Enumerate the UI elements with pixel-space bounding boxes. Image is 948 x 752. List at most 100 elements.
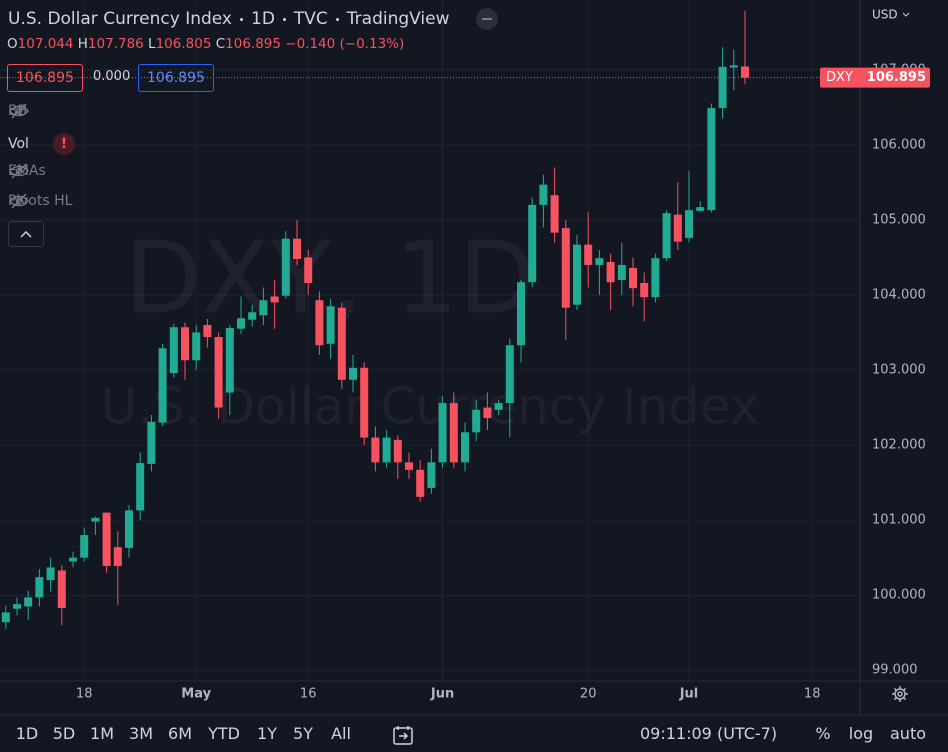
candle-body (304, 257, 313, 283)
change-value: −0.140 (−0.13%) (285, 36, 405, 52)
range-button[interactable]: 1Y (257, 724, 277, 743)
candle-body (214, 336, 223, 408)
watermark-name: U.S. Dollar Currency Index (101, 378, 760, 436)
x-tick-label: 18 (76, 687, 93, 702)
candle-body (181, 327, 189, 361)
x-tick-label: May (181, 687, 211, 702)
scale-option[interactable]: auto (889, 724, 927, 743)
candle-body (494, 403, 503, 410)
range-button[interactable]: 5D (52, 724, 76, 743)
candle-body (57, 570, 66, 608)
range-button[interactable]: 6M (168, 724, 192, 743)
chevron-icon (20, 230, 32, 238)
y-tick-label: 101.000 (872, 513, 926, 528)
candle-body (729, 65, 738, 68)
candle-body (617, 264, 626, 280)
high-label: H (77, 36, 88, 52)
candle-body (517, 282, 525, 346)
candle-body (125, 510, 133, 548)
exchange: TVC (293, 9, 328, 29)
range-button[interactable]: YTD (208, 724, 240, 743)
range-button[interactable]: 1M (90, 724, 114, 743)
range-button[interactable]: 5Y (293, 724, 313, 743)
candle-body (371, 437, 380, 463)
compare-icon[interactable] (393, 726, 413, 745)
candle-body (91, 517, 100, 522)
separator (335, 17, 339, 21)
candle-body (281, 238, 290, 296)
indicator[interactable]: BB (8, 103, 29, 119)
candle-body (505, 345, 514, 404)
low-value: 106.805 (155, 36, 212, 52)
ask-box[interactable]: 106.895 (138, 64, 214, 92)
candle-body (259, 300, 268, 316)
x-tick-label: Jul (679, 687, 699, 702)
candle-body (69, 557, 77, 562)
indicator[interactable]: Vol! (8, 133, 75, 155)
candle-body (1, 612, 10, 623)
candle-body (483, 407, 492, 419)
range-button[interactable]: 1D (15, 724, 39, 743)
clock[interactable]: 09:11:09 (UTC-7) (640, 724, 778, 743)
spread-value: 0.000 (93, 69, 131, 84)
scale-option[interactable]: % (815, 724, 831, 743)
candle-body (405, 462, 413, 470)
candle-body (528, 204, 537, 283)
candle-body (147, 421, 156, 464)
hidden-icon (9, 163, 29, 179)
candle-body (24, 597, 33, 607)
source: TradingView (346, 9, 450, 29)
candle-body (741, 66, 749, 78)
candle-body (461, 432, 469, 463)
range-button[interactable]: All (331, 724, 351, 743)
candle-body (326, 306, 335, 344)
symbol-title[interactable]: U.S. Dollar Currency Index (8, 9, 232, 29)
candle-body (640, 282, 649, 298)
candle-body (102, 512, 111, 566)
currency-chevron (902, 12, 910, 17)
indicator-label: Vol (8, 136, 29, 152)
price-tag-symbol: DXY (826, 70, 853, 85)
minus-icon (481, 18, 492, 20)
candle-body (416, 469, 425, 497)
candle-body (449, 403, 458, 463)
candle-body (203, 324, 212, 337)
indicator[interactable]: Pivots HL (8, 193, 72, 209)
candle-body (225, 327, 234, 393)
y-tick-label: 106.000 (872, 137, 926, 152)
open-value: 107.044 (17, 36, 74, 52)
currency-label: USD (872, 8, 898, 22)
bid-box[interactable]: 106.895 (7, 64, 83, 92)
candle-body (662, 213, 671, 259)
interval[interactable]: 1D (251, 9, 275, 29)
candle-body (561, 228, 570, 308)
candle-body (113, 547, 122, 566)
scale-option[interactable]: log (848, 724, 874, 743)
candle-body (46, 567, 55, 581)
collapse-button[interactable] (475, 8, 498, 30)
candle-body (13, 604, 21, 609)
candle-body (595, 258, 604, 265)
candle-body (550, 195, 559, 233)
candle-body (573, 244, 581, 305)
separator (240, 17, 243, 21)
close-label: C (215, 36, 226, 52)
y-tick-label: 105.000 (872, 212, 926, 227)
error-icon: ! (52, 133, 75, 155)
candle-body (349, 367, 357, 380)
y-tick-label: 99.000 (872, 663, 918, 678)
candle-body (315, 300, 324, 346)
settings-icon[interactable] (892, 686, 908, 702)
candle-body (293, 238, 301, 259)
candle-body (472, 409, 481, 433)
candle-body (158, 348, 167, 423)
candle-body (427, 462, 436, 488)
candle-body (685, 210, 693, 238)
candle-body (629, 267, 637, 289)
range-button[interactable]: 3M (129, 724, 153, 743)
low-label: L (148, 36, 156, 52)
indicator[interactable]: EMAs (8, 163, 46, 179)
candle-body (438, 403, 447, 463)
collapse-indicators[interactable] (8, 221, 44, 247)
